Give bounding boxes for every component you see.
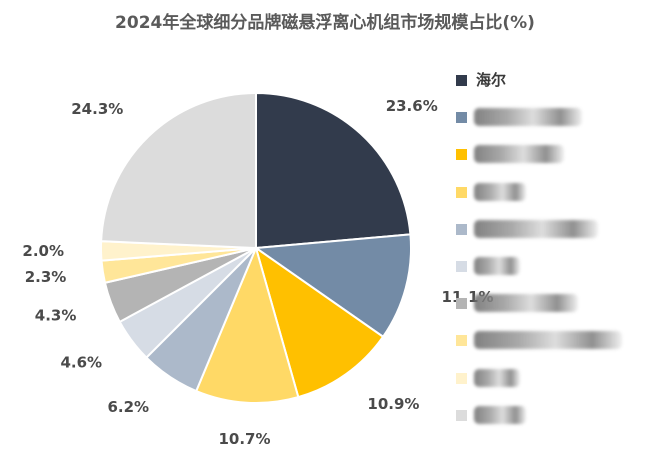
pie-slices <box>100 91 412 404</box>
legend-label-redacted <box>474 219 598 238</box>
legend-label: 海尔 <box>476 71 507 89</box>
data-label-0: 23.6% <box>386 97 438 115</box>
legend-label-redacted <box>474 331 622 350</box>
data-label-7: 2.3% <box>25 268 67 286</box>
legend-item-7 <box>456 330 646 367</box>
legend-item-5 <box>456 256 646 293</box>
legend-swatch <box>456 409 467 421</box>
legend-label-redacted <box>474 294 578 313</box>
legend-item-0: 海尔 <box>456 70 646 107</box>
pie-slice-0 <box>255 91 412 250</box>
legend-swatch <box>456 298 467 310</box>
data-label-8: 2.0% <box>22 242 64 260</box>
legend-item-2 <box>456 144 646 181</box>
legend-swatch <box>456 335 467 347</box>
legend-item-8 <box>456 368 646 405</box>
legend-swatch <box>456 186 467 198</box>
legend-label-redacted <box>474 256 520 275</box>
chart-legend: 海尔 <box>456 70 646 442</box>
legend-label-redacted <box>474 108 582 127</box>
legend-swatch <box>456 112 467 124</box>
legend-label-redacted <box>474 368 520 387</box>
pie-slice-3 <box>194 244 300 404</box>
legend-label-redacted <box>474 145 564 164</box>
data-label-4: 6.2% <box>107 398 149 416</box>
legend-item-3 <box>456 182 646 219</box>
legend-swatch <box>456 372 467 384</box>
chart-title: 2024年全球细分品牌磁悬浮离心机组市场规模占比(%) <box>115 13 535 33</box>
data-label-6: 4.3% <box>35 306 77 324</box>
legend-swatch <box>456 223 467 235</box>
legend-item-1 <box>456 107 646 144</box>
legend-item-9 <box>456 405 646 442</box>
legend-swatch <box>456 149 467 161</box>
pie-slice-1 <box>253 233 412 339</box>
legend-item-6 <box>456 293 646 330</box>
legend-swatch <box>456 260 467 272</box>
data-label-3: 10.7% <box>218 430 270 448</box>
legend-item-4 <box>456 219 646 256</box>
data-label-9: 24.3% <box>71 100 123 118</box>
data-label-5: 4.6% <box>60 353 102 371</box>
legend-label-redacted <box>474 405 526 424</box>
pie-slice-9 <box>100 91 257 250</box>
data-label-2: 10.9% <box>367 395 419 413</box>
legend-swatch <box>456 75 467 86</box>
legend-label-redacted <box>474 182 526 201</box>
